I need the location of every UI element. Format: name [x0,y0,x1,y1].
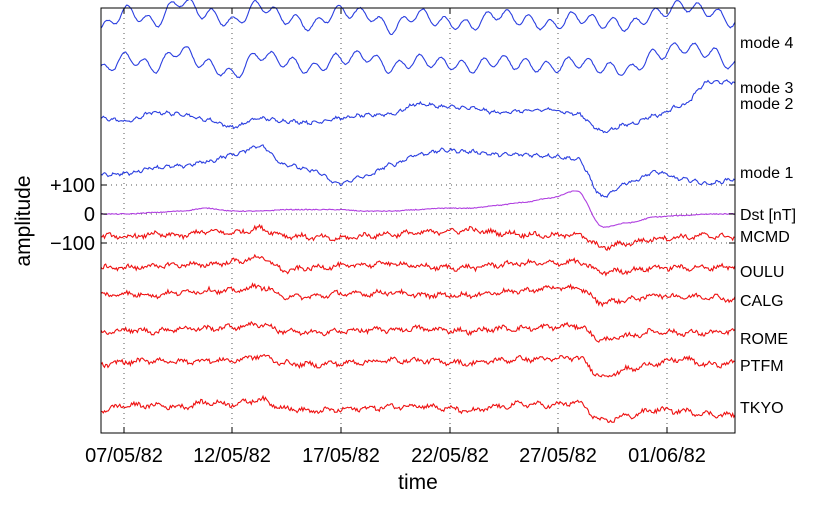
y-axis-title: amplitude [12,175,35,266]
x-tick-label: 07/05/82 [85,445,163,467]
series-label: mode 2 [740,96,793,113]
series-label: MCMD [740,229,790,246]
series-label: Dst [nT] [740,207,796,224]
series-lines [100,0,736,424]
x-tick-label: 01/06/82 [628,445,706,467]
series-label: OULU [740,264,784,281]
series-line [100,282,736,308]
series-line [100,353,736,378]
series-label: CALG [740,293,784,310]
series-label: ROME [740,331,788,348]
series-line [100,0,736,36]
series-label: mode 3 [740,80,793,97]
series-line [100,144,736,199]
axis-ticks: 07/05/82 12/05/82 17/05/82 22/05/82 27/05/82… [50,8,735,467]
series-line [100,190,736,229]
x-tick-label: 27/05/82 [519,445,597,467]
series-label: TKYO [740,400,784,417]
y-tick-label: −100 [50,233,95,255]
x-tick-label: 17/05/82 [302,445,380,467]
x-axis-title: time [398,471,438,494]
series-label: mode 1 [740,165,793,182]
series-label: mode 4 [740,35,793,52]
series-line [100,42,736,79]
y-tick-label: +100 [50,175,95,197]
x-tick-label: 12/05/82 [193,445,271,467]
plot-frame [100,7,736,434]
series-line [100,394,736,424]
series-line [101,223,736,252]
series-line [100,320,736,343]
grid-lines [101,8,735,433]
series-label: PTFM [740,358,784,375]
y-tick-label: 0 [84,204,95,226]
series-line [100,253,736,277]
x-tick-label: 22/05/82 [411,445,489,467]
series-line [100,79,736,134]
